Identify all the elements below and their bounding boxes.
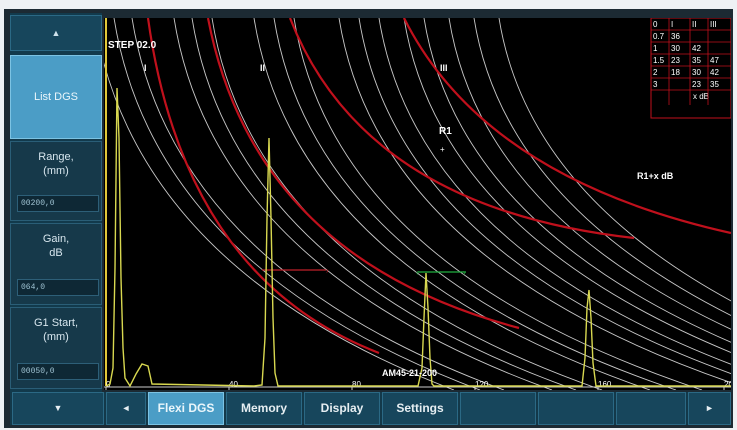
step-label: STEP 02.0 bbox=[108, 40, 157, 51]
left-arrow-icon: ◄ bbox=[121, 403, 131, 413]
range-value[interactable]: 00200,0 bbox=[17, 195, 99, 212]
tab-empty-1[interactable] bbox=[460, 392, 536, 425]
dgs-curve bbox=[473, 18, 731, 316]
g1-start-value[interactable]: 00050,0 bbox=[17, 363, 99, 380]
table-cell: 35 bbox=[710, 80, 719, 89]
table-header-cell: II bbox=[692, 20, 696, 29]
dgs-curve bbox=[293, 18, 703, 390]
dgs-chart: 04080120160200 › ‹ › STEP 02.0 I II III … bbox=[104, 18, 731, 390]
table-cell: 42 bbox=[710, 68, 719, 77]
tab-display[interactable]: Display bbox=[304, 392, 380, 425]
gain-value[interactable]: 064,0 bbox=[17, 279, 99, 296]
dgs-curve bbox=[448, 18, 731, 330]
zone-label-1: I bbox=[144, 63, 147, 73]
gain-panel[interactable]: Gain, dB 064,0 bbox=[10, 223, 102, 305]
table-cell: 1.5 bbox=[653, 56, 665, 65]
table-footer: x dB bbox=[693, 92, 709, 101]
dgs-curve bbox=[104, 61, 455, 390]
table-cell: 2 bbox=[653, 68, 658, 77]
dgs-curve bbox=[191, 18, 577, 390]
tab-empty-3[interactable] bbox=[616, 392, 686, 425]
table-cell: 30 bbox=[671, 44, 680, 53]
table-header-cell: III bbox=[710, 20, 717, 29]
dgs-curve bbox=[498, 18, 731, 302]
dgs-curve bbox=[403, 18, 731, 353]
tab-flexi-dgs[interactable]: Flexi DGS bbox=[148, 392, 224, 425]
table-cell: 23 bbox=[671, 56, 680, 65]
dgs-red-curve bbox=[146, 18, 380, 355]
g1-start-panel[interactable]: G1 Start, (mm) 00050,0 bbox=[10, 307, 102, 389]
page-down-button[interactable]: ▼ bbox=[12, 392, 104, 425]
tab-empty-2[interactable] bbox=[538, 392, 614, 425]
table-border bbox=[650, 18, 731, 119]
gate-green-arrow-left: ‹ bbox=[416, 268, 419, 277]
r1-label: R1 bbox=[439, 126, 452, 137]
dgs-curve bbox=[173, 18, 553, 390]
table-cell: 30 bbox=[692, 68, 701, 77]
range-label: Range, (mm) bbox=[38, 151, 74, 177]
range-panel[interactable]: Range, (mm) 00200,0 bbox=[10, 141, 102, 221]
table-cell: 23 bbox=[692, 80, 701, 89]
table-cell: 3 bbox=[653, 80, 658, 89]
x-tick-label: 200 bbox=[724, 380, 731, 389]
dgs-curve bbox=[423, 18, 731, 343]
probe-label: AM45-21-200 bbox=[382, 368, 437, 378]
gain-label: Gain, dB bbox=[42, 233, 70, 259]
dgs-red-curve bbox=[206, 18, 520, 330]
dgs-curve bbox=[131, 18, 505, 390]
list-dgs-button[interactable]: List DGS bbox=[10, 55, 102, 139]
dgs-curve bbox=[253, 18, 651, 390]
zone-label-3: III bbox=[440, 63, 448, 73]
sidebar: ▲ List DGS Range, (mm) 00200,0 Gain, dB … bbox=[10, 13, 102, 423]
gate-red-arrow: › bbox=[326, 266, 329, 275]
table-header-cell: 0 bbox=[653, 20, 658, 29]
x-tick-label: 80 bbox=[352, 380, 361, 389]
dgs-red-curve bbox=[288, 18, 635, 240]
x-tick-label: 40 bbox=[229, 380, 238, 389]
dgs-curves bbox=[104, 18, 731, 390]
scroll-up-button[interactable]: ▲ bbox=[10, 15, 102, 51]
ascan-display: 04080120160200 › ‹ › STEP 02.0 I II III … bbox=[104, 18, 731, 390]
table-header-cell: I bbox=[671, 20, 673, 29]
table-cell: 18 bbox=[671, 68, 680, 77]
x-tick-label: 160 bbox=[598, 380, 612, 389]
r1-marker: + bbox=[440, 145, 445, 154]
gate-green-arrow-right: › bbox=[463, 268, 466, 277]
dgs-curve bbox=[273, 18, 677, 390]
nav-left-button[interactable]: ◄ bbox=[106, 392, 146, 425]
down-arrow-icon: ▼ bbox=[53, 403, 63, 413]
g1-start-label: G1 Start, (mm) bbox=[33, 317, 79, 343]
dgs-curve bbox=[338, 18, 731, 384]
x-axis-ticks: 04080120160200 bbox=[105, 380, 731, 390]
echo-signal bbox=[105, 87, 731, 388]
dgs-curve bbox=[358, 18, 731, 374]
right-arrow-icon: ► bbox=[705, 403, 714, 413]
tab-settings[interactable]: Settings bbox=[382, 392, 458, 425]
tab-memory[interactable]: Memory bbox=[226, 392, 302, 425]
table-cell: 35 bbox=[692, 56, 701, 65]
table-cell: 0.7 bbox=[653, 32, 665, 41]
table-cell: 47 bbox=[710, 56, 719, 65]
table-cell: 42 bbox=[692, 44, 701, 53]
nav-right-button[interactable]: ► bbox=[688, 392, 731, 425]
dgs-curve bbox=[378, 18, 731, 365]
r1-x-db-label: R1+x dB bbox=[637, 171, 674, 181]
dgs-red-curve bbox=[403, 18, 731, 235]
up-arrow-icon: ▲ bbox=[51, 28, 61, 38]
zone-label-2: II bbox=[260, 63, 265, 73]
table-cell: 36 bbox=[671, 32, 680, 41]
x-tick-label: 120 bbox=[475, 380, 489, 389]
table-cell: 1 bbox=[653, 44, 658, 53]
